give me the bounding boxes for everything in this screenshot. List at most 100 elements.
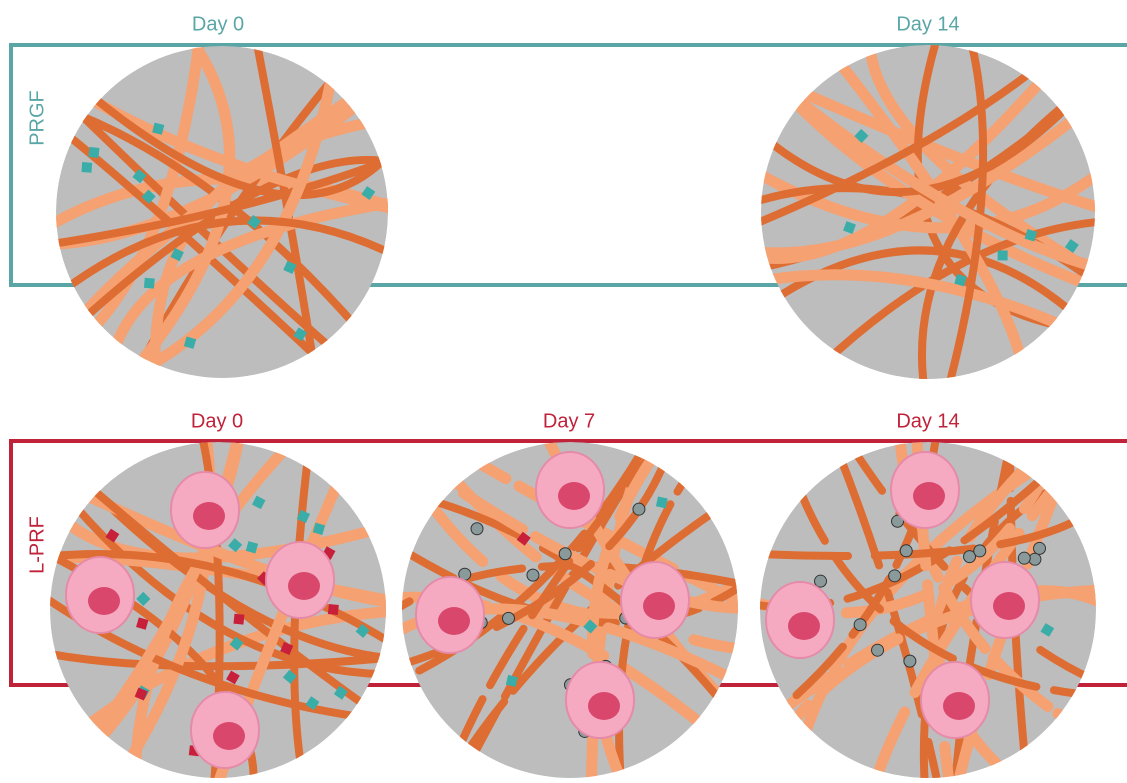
fiber <box>825 46 1030 378</box>
red-particle <box>233 613 245 625</box>
fiber <box>761 104 1091 259</box>
panel-title: Day 7 <box>543 410 595 432</box>
fiber <box>126 58 340 378</box>
growth-factor <box>655 496 668 509</box>
debris <box>632 502 646 516</box>
red-particle <box>516 531 531 546</box>
growth-factor <box>88 146 100 158</box>
growth-factor <box>229 636 244 651</box>
nucleus <box>193 502 225 530</box>
debris <box>1033 541 1047 555</box>
fiber <box>290 442 314 778</box>
growth-factor <box>355 623 370 638</box>
growth-factor <box>245 541 259 554</box>
growth-factor <box>854 128 869 144</box>
fiber <box>125 46 235 378</box>
growth-factor <box>505 674 518 687</box>
nucleus <box>213 722 245 750</box>
growth-factor <box>1040 623 1055 637</box>
debris <box>814 574 828 588</box>
fiber <box>760 509 1094 560</box>
nucleus <box>558 482 590 510</box>
panels <box>50 45 1096 778</box>
growth-factor <box>132 169 147 184</box>
nucleus <box>438 607 470 635</box>
debris <box>470 522 484 536</box>
red-particle <box>280 641 294 655</box>
debris <box>1028 552 1042 566</box>
growth-factor <box>583 619 598 634</box>
nucleus <box>943 692 975 720</box>
growth-factor <box>293 327 308 342</box>
growth-factor <box>333 685 348 700</box>
growth-factor <box>252 495 266 510</box>
fiber <box>761 59 1046 234</box>
red-particle <box>105 528 120 543</box>
growth-factor <box>361 186 376 201</box>
debris <box>891 514 905 528</box>
fiber <box>50 647 386 671</box>
nucleus <box>643 592 675 620</box>
growth-factor <box>81 162 93 173</box>
fiber <box>761 269 1079 336</box>
fiber <box>587 442 667 778</box>
growth-factor <box>136 591 151 606</box>
growth-factor <box>143 277 155 289</box>
panel-title: Day 0 <box>191 410 243 432</box>
growth-factor <box>843 221 856 234</box>
fiber <box>402 561 738 623</box>
fiber <box>50 549 386 654</box>
red-particle <box>136 617 149 630</box>
lprf-label: L-PRF <box>26 516 48 574</box>
growth-factor <box>247 214 262 230</box>
growth-factor <box>152 122 165 135</box>
growth-factor <box>305 696 320 711</box>
debris <box>853 618 867 632</box>
debris <box>899 544 913 558</box>
growth-factor <box>997 250 1008 261</box>
red-particle <box>134 687 148 701</box>
fiber <box>432 470 738 614</box>
panel <box>761 45 1095 379</box>
fiber <box>63 493 386 679</box>
fiber <box>761 159 1095 234</box>
debris <box>526 568 540 582</box>
debris <box>558 547 572 561</box>
nucleus <box>588 692 620 720</box>
debris <box>973 544 987 558</box>
red-particle <box>226 670 240 685</box>
panel-title: Day 14 <box>896 410 959 432</box>
growth-factor <box>312 522 326 535</box>
fiber <box>81 442 247 751</box>
growth-factor <box>283 260 297 275</box>
growth-factor <box>183 336 197 349</box>
red-particle <box>327 604 339 615</box>
debris <box>871 643 885 657</box>
nucleus <box>788 612 820 640</box>
fiber <box>779 583 1096 738</box>
growth-factor <box>170 247 184 262</box>
debris <box>501 611 515 625</box>
fiber <box>790 473 1096 700</box>
growth-factor <box>1064 239 1079 253</box>
panel <box>56 46 388 378</box>
debris <box>963 550 977 564</box>
fiber <box>864 45 1095 283</box>
fiber <box>783 81 1095 218</box>
panel <box>50 442 386 778</box>
fiber <box>78 84 388 200</box>
growth-factor <box>228 538 243 553</box>
growth-factor <box>296 509 311 524</box>
debris <box>1017 551 1031 565</box>
fiber <box>767 585 1096 723</box>
fiber <box>779 86 1095 295</box>
panel <box>402 442 738 778</box>
fiber <box>941 45 988 379</box>
panel <box>760 442 1096 778</box>
fiber <box>950 442 1015 778</box>
nucleus <box>88 587 120 615</box>
panel-title: Day 0 <box>192 13 244 35</box>
growth-factor <box>141 189 156 204</box>
fiber <box>450 442 664 763</box>
